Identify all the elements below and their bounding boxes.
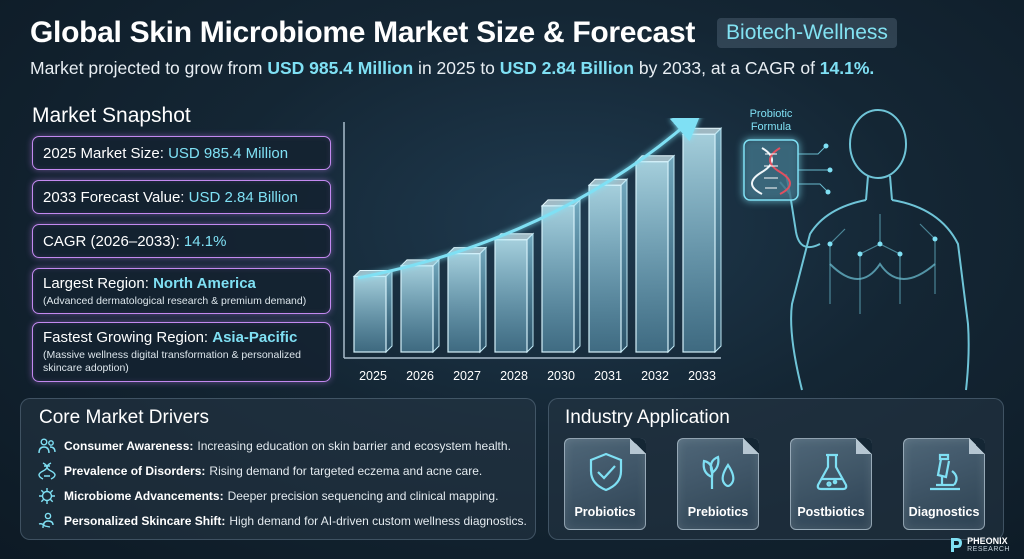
card-note: (Massive wellness digital transformation… <box>43 349 301 374</box>
industry-title: Industry Application <box>565 407 730 428</box>
pheonix-logo-icon <box>951 538 963 552</box>
driver-label: Personalized Skincare Shift: <box>64 514 226 528</box>
industry-tile-label: Diagnostics <box>908 505 980 519</box>
driver-description: Rising demand for targeted eczema and ac… <box>209 464 483 478</box>
x-tick-label: 2027 <box>453 369 481 383</box>
flask-icon <box>816 453 848 491</box>
driver-item-prevalence: Prevalence of Disorders: Rising demand fo… <box>38 462 482 480</box>
snapshot-card-cagr: CAGR (2026–2033): 14.1% <box>32 224 331 258</box>
snapshot-title: Market Snapshot <box>32 104 191 127</box>
card-label: 2025 Market Size: <box>43 144 169 162</box>
bar-2027 <box>446 246 488 354</box>
card-label: CAGR (2026–2033): <box>43 232 184 250</box>
drivers-panel: Core Market Drivers <box>20 398 536 540</box>
driver-description: High demand for AI-driven custom wellnes… <box>229 514 527 528</box>
x-tick-label: 2031 <box>594 369 622 383</box>
subtitle-start-value: USD 985.4 Million <box>267 58 414 78</box>
x-tick-label: 2028 <box>500 369 528 383</box>
subtitle-end-value: USD 2.84 Billion <box>499 58 634 78</box>
probiotic-dna-card <box>743 139 833 201</box>
shield-check-icon <box>589 452 623 492</box>
driver-item-consumer-awareness: Consumer Awareness: Increasing education … <box>38 437 511 455</box>
header: Global Skin Microbiome Market Size & For… <box>30 16 897 50</box>
driver-item-microbiome-advancements: Microbiome Advancements: Deeper precision… <box>38 487 498 505</box>
card-value: Asia-Pacific <box>212 329 298 346</box>
microbe-icon <box>39 488 55 504</box>
logo-sub: RESEARCH <box>967 546 1010 553</box>
brand-logo: PHEONIX RESEARCH <box>949 537 1010 553</box>
logo-name: PHEONIX <box>967 536 1008 546</box>
subtitle-text: Market projected to grow from <box>30 58 268 78</box>
driver-label: Prevalence of Disorders: <box>64 464 206 478</box>
probiotic-formula-label: Probiotic Formula <box>749 108 793 133</box>
page-subtitle: Market projected to grow from USD 985.4 … <box>30 58 874 79</box>
chart-axes <box>343 122 721 359</box>
dna-icon <box>751 147 791 195</box>
card-label: Largest Region: <box>43 275 154 292</box>
industry-tile-label: Probiotics <box>574 505 636 519</box>
chart-bars <box>352 127 723 354</box>
snapshot-card-fastest-region: Fastest Growing Region: Asia-Pacific (Ma… <box>32 322 331 382</box>
human-figure-illustration <box>743 109 970 391</box>
driver-item-personalized-skincare: Personalized Skincare Shift: High demand … <box>38 512 527 530</box>
bar-2031 <box>587 178 629 354</box>
industry-tile-label: Prebiotics <box>687 505 749 519</box>
card-note: (Advanced dermatological research & prem… <box>43 295 307 307</box>
people-icon <box>38 438 56 454</box>
human-figure-icon <box>779 109 970 391</box>
microscope-icon <box>930 453 960 491</box>
card-value: 14.1% <box>183 232 227 250</box>
bar-2032 <box>634 154 676 354</box>
card-value: USD 2.84 Billion <box>188 188 298 206</box>
driver-label: Microbiome Advancements: <box>64 489 224 503</box>
leaf-drop-icon <box>702 455 735 489</box>
card-label: 2033 Forecast Value: <box>43 188 189 206</box>
card-value: USD 985.4 Million <box>168 144 289 162</box>
subtitle-cagr-value: 14.1%. <box>819 58 875 78</box>
x-tick-label: 2032 <box>641 369 669 383</box>
industry-tile-prebiotics[interactable]: Prebiotics <box>677 438 759 530</box>
x-tick-label: 2033 <box>688 369 716 383</box>
driver-description: Deeper precision sequencing and clinical… <box>227 489 499 503</box>
x-tick-label: 2026 <box>406 369 434 383</box>
drivers-title: Core Market Drivers <box>39 407 209 428</box>
logo-text: PHEONIX RESEARCH <box>967 536 1010 554</box>
x-tick-label: 2030 <box>547 369 575 383</box>
card-label: Fastest Growing Region: <box>43 329 213 346</box>
trend-arrow <box>357 118 703 280</box>
driver-label: Consumer Awareness: <box>64 439 194 453</box>
industry-tile-label: Postbiotics <box>797 505 865 519</box>
subtitle-text: in 2025 to <box>413 58 500 78</box>
bar-2025 <box>352 269 394 354</box>
chart-x-tick-labels: 2025 2026 2027 2028 2030 2031 2032 2033 <box>359 369 716 383</box>
bar-2030 <box>540 198 582 354</box>
subtitle-text: by 2033, at a CAGR of <box>634 58 820 78</box>
dna-icon <box>38 462 56 480</box>
circuit-nodes <box>827 236 938 257</box>
snapshot-card-forecast-value: 2033 Forecast Value: USD 2.84 Billion <box>32 180 331 214</box>
card-value: North America <box>153 275 256 292</box>
bar-2033 <box>681 127 723 354</box>
person-care-icon <box>38 512 54 529</box>
bar-2026 <box>399 258 441 354</box>
x-tick-label: 2025 <box>359 369 387 383</box>
snapshot-card-largest-region: Largest Region: North America (Advanced … <box>32 268 331 314</box>
bar-2028 <box>493 232 535 354</box>
industry-tile-postbiotics[interactable]: Postbiotics <box>790 438 872 530</box>
category-badge: Biotech-Wellness <box>717 18 897 48</box>
driver-description: Increasing education on skin barrier and… <box>197 439 511 453</box>
industry-tile-probiotics[interactable]: Probiotics <box>564 438 646 530</box>
page-title: Global Skin Microbiome Market Size & For… <box>30 16 696 49</box>
snapshot-card-market-size: 2025 Market Size: USD 985.4 Million <box>32 136 331 170</box>
industry-tile-diagnostics[interactable]: Diagnostics <box>903 438 985 530</box>
market-size-bar-chart: 2025 2026 2027 2028 2030 2031 2032 2033 <box>343 118 723 383</box>
